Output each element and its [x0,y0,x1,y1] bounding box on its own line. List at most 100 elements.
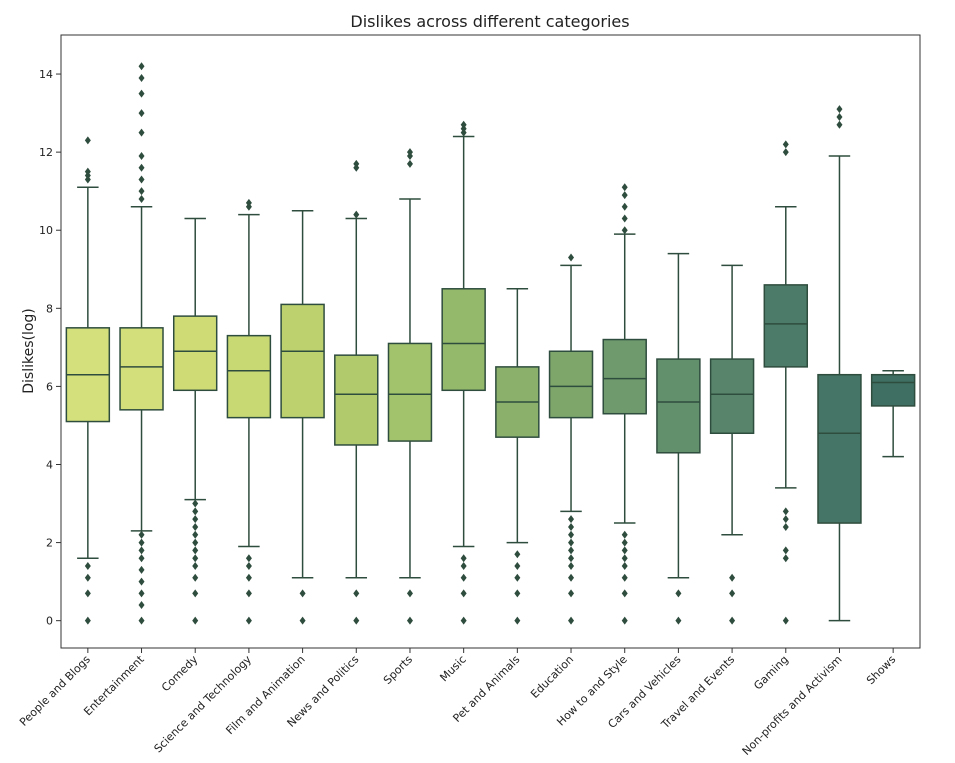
outlier-point [245,554,252,563]
outlier-point [192,538,199,547]
outlier-point [460,562,467,571]
outlier-point [138,163,145,172]
outlier-point [84,573,91,582]
iqr-box [817,373,862,524]
outlier-point [460,616,467,625]
box-8 [495,288,540,625]
outlier-point [353,616,360,625]
y-tick-label: 4 [46,458,53,471]
outlier-point [84,562,91,571]
box-12 [709,264,755,625]
outlier-point [138,194,145,203]
box-9 [548,253,594,625]
outlier-point [406,159,413,168]
outlier-point [84,136,91,145]
outlier-point [192,515,199,524]
outlier-point [836,112,843,121]
outlier-point [782,522,789,531]
outlier-point [84,616,91,625]
outlier-point [84,167,91,176]
outlier-point [568,515,575,524]
box-2 [172,217,218,625]
outlier-point [568,522,575,531]
outlier-point [138,554,145,563]
outlier-point [138,565,145,574]
outlier-point [138,109,145,118]
outlier-point [192,616,199,625]
x-tick-label: Gaming [751,653,791,693]
iqr-box [441,288,486,392]
outlier-point [568,253,575,262]
box-series [65,62,916,625]
outlier-point [138,589,145,598]
outlier-point [138,175,145,184]
outlier-point [621,554,628,563]
outlier-point [621,562,628,571]
outlier-point [192,507,199,516]
outlier-point [782,546,789,555]
x-tick-label: Music [437,653,468,684]
outlier-point [782,140,789,149]
outlier-point [245,589,252,598]
outlier-point [245,198,252,207]
outlier-point [138,128,145,137]
iqr-box [387,342,433,442]
outlier-point [621,538,628,547]
outlier-point [621,573,628,582]
outlier-point [836,120,843,129]
x-tick-label: Science and Technology [152,653,255,756]
outlier-point [192,499,199,508]
box-11 [656,252,701,625]
outlier-point [568,530,575,539]
outlier-point [460,120,467,129]
iqr-box [602,338,647,415]
box-0 [65,136,111,625]
iqr-box [709,358,755,435]
plot-area-frame [60,34,921,649]
outlier-point [514,573,521,582]
x-tick-label: Non-profits and Activism [740,653,845,758]
iqr-box [334,354,379,446]
x-tick-label: Shows [864,653,898,687]
outlier-point [621,202,628,211]
outlier-point [192,530,199,539]
outlier-point [299,616,306,625]
outlier-point [353,159,360,168]
y-tick-label: 10 [39,224,53,237]
outlier-point [621,589,628,598]
outlier-point [138,152,145,161]
outlier-point [675,616,682,625]
outlier-point [621,546,628,555]
outlier-point [138,546,145,555]
outlier-point [192,589,199,598]
outlier-point [568,554,575,563]
iqr-box [870,373,916,407]
outlier-point [836,105,843,114]
outlier-point [138,187,145,196]
outlier-point [138,616,145,625]
outlier-point [568,562,575,571]
outlier-point [782,515,789,524]
outlier-point [406,148,413,157]
x-tick-label: Comedy [159,653,201,695]
y-tick-label: 0 [46,615,53,628]
box-10 [602,183,647,625]
outlier-point [138,89,145,98]
outlier-point [621,616,628,625]
y-axis-ticks: 0 2 4 6 8 10 12 14 [39,68,61,628]
box-6 [387,148,433,625]
outlier-point [138,62,145,71]
outlier-point [782,616,789,625]
iqr-box [763,284,809,368]
outlier-point [568,589,575,598]
chart-title: Dislikes across different categories [350,12,629,31]
box-13 [763,140,809,625]
y-tick-label: 14 [39,68,53,81]
box-1 [119,62,164,625]
outlier-point [675,589,682,598]
outlier-point [514,589,521,598]
y-tick-label: 12 [39,146,53,159]
outlier-point [514,562,521,571]
outlier-point [621,183,628,192]
